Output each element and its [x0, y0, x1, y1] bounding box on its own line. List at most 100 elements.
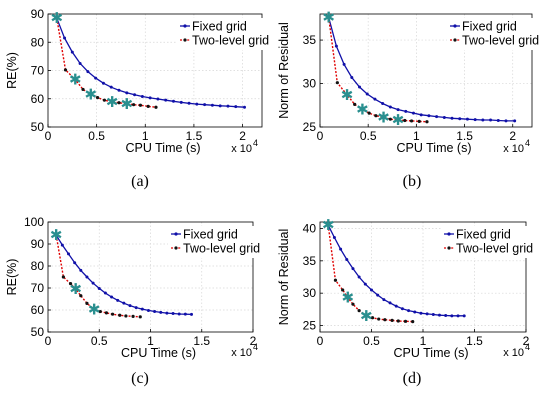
data-point [94, 76, 98, 80]
x-tick-label: 1.5 [193, 334, 210, 348]
data-point [413, 310, 417, 314]
data-point [404, 109, 408, 113]
legend-background [168, 226, 254, 258]
data-point [326, 223, 330, 227]
data-point [203, 103, 207, 107]
data-point [427, 114, 431, 118]
series-two-level-grid: ✱✱✱ ✱ ✱ [322, 8, 429, 129]
data-point [179, 100, 183, 104]
data-point [102, 98, 107, 102]
data-point [365, 92, 369, 96]
data-point [74, 287, 78, 291]
x-tick-label: 0 [45, 334, 52, 348]
data-point [92, 307, 96, 311]
data-point [85, 275, 89, 279]
data-point [190, 312, 193, 316]
data-point [458, 117, 462, 121]
highlight-star-marker: ✱ [342, 289, 355, 307]
x-tick-label: 1.5 [456, 129, 473, 143]
data-point [358, 85, 362, 89]
data-point [403, 118, 407, 123]
x-tick-label: 0.5 [88, 129, 105, 143]
legend-marker [174, 232, 178, 236]
x-multiplier-exponent: 4 [253, 342, 258, 352]
data-point [442, 115, 446, 119]
x-multiplier: x 10 [231, 143, 252, 155]
y-tick-label: 50 [31, 325, 45, 339]
data-point [353, 102, 357, 106]
data-point [118, 313, 122, 317]
data-point [140, 94, 144, 98]
highlight-star-marker: ✱ [341, 86, 354, 104]
x-tick-label: 0 [45, 129, 52, 143]
x-tick-label: 1 [413, 129, 420, 143]
data-point [146, 104, 150, 108]
data-point [360, 108, 364, 112]
legend-marker [447, 246, 451, 250]
chart-panel-4: 0 0.5 1 1.5 2 25 30 35 40 CPU Time (s) Norm of Res… [277, 216, 533, 387]
data-point [156, 97, 160, 101]
data-point [407, 309, 411, 313]
legend-marker [174, 246, 178, 250]
data-point [388, 105, 392, 109]
x-tick-label: 2 [250, 334, 257, 348]
data-point [109, 85, 113, 89]
data-point [55, 16, 59, 20]
data-point [342, 62, 346, 66]
y-tick-label: 60 [31, 303, 45, 317]
x-axis-label: CPU Time (s) [121, 346, 196, 360]
data-point [409, 119, 414, 123]
data-point [63, 68, 68, 72]
data-point [89, 92, 93, 97]
y-tick-label: 35 [303, 254, 317, 268]
x-axis-label: CPU Time (s) [397, 141, 472, 155]
series-two-level-grid: ✱ ✱ ✱ [50, 226, 142, 319]
data-point [419, 311, 423, 315]
legend-background [447, 18, 533, 50]
data-point [435, 115, 439, 119]
data-point [154, 105, 158, 109]
data-point [110, 312, 115, 316]
data-point [381, 102, 385, 106]
legend-entry: Two-level grid [462, 34, 539, 48]
data-point [370, 288, 373, 292]
data-point [171, 99, 175, 103]
highlight-star-marker: ✱ [88, 300, 101, 318]
data-point [450, 116, 454, 120]
legend-background [441, 226, 527, 258]
legend-marker [447, 232, 451, 236]
data-point [242, 105, 246, 109]
x-tick-label: 0.5 [363, 334, 380, 348]
data-point [98, 309, 102, 314]
data-point [187, 101, 191, 105]
legend-entry: Two-level grid [183, 242, 260, 256]
data-point [85, 301, 89, 305]
y-tick-label: 100 [24, 215, 44, 229]
y-axis-label: RE(%) [5, 259, 19, 296]
data-point [346, 296, 350, 300]
data-point [373, 97, 377, 101]
x-tick-label: 1 [147, 334, 154, 348]
y-tick-label: 25 [303, 319, 317, 333]
data-point [333, 278, 338, 282]
legend-entry: Two-level grid [456, 242, 533, 256]
data-point [67, 252, 70, 256]
data-point [210, 103, 214, 107]
data-point [403, 319, 408, 323]
data-point [400, 307, 404, 311]
data-point [351, 302, 355, 306]
data-point [513, 119, 517, 123]
y-tick-label: 40 [303, 221, 317, 235]
data-point [78, 61, 82, 65]
data-point [444, 314, 448, 317]
data-point [125, 102, 129, 106]
y-axis-label: Norm of Residual [277, 229, 291, 326]
data-point [133, 93, 137, 97]
series-two-level-grid: ✱ ✱ ✱ [322, 216, 415, 325]
data-point [96, 96, 100, 100]
chart-panel-3: 0 0.5 1 1.5 2 50 60 70 80 90 100 CPU Time (s) RE(%) x… [5, 215, 260, 387]
data-point [473, 118, 477, 122]
legend-marker [453, 38, 457, 42]
